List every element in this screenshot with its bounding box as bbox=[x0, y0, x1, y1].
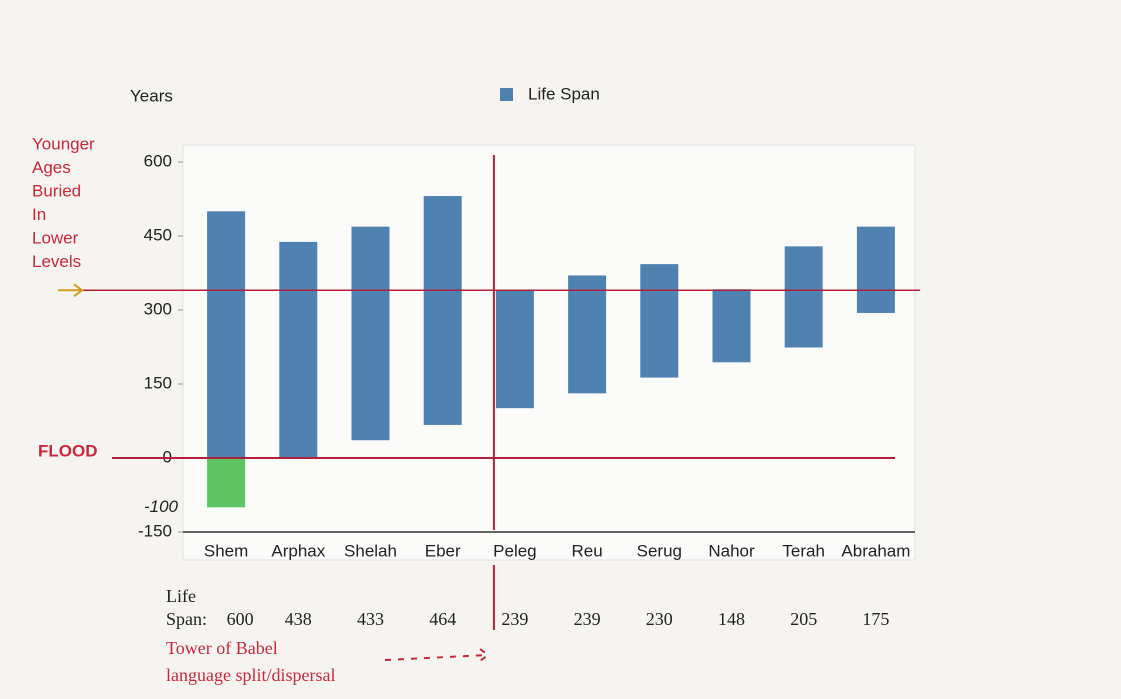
x-tick-label: Terah bbox=[782, 541, 825, 560]
x-tick-label: Reu bbox=[572, 541, 603, 560]
y-axis-title: Years bbox=[130, 86, 173, 105]
lifespan-label: 239 bbox=[501, 609, 528, 629]
bar bbox=[495, 290, 534, 409]
note-line: Lower bbox=[32, 228, 79, 247]
tower-note: language split/dispersal bbox=[166, 665, 335, 685]
y-tick-label: -100 bbox=[144, 497, 179, 516]
y-tick-label: 0 bbox=[163, 447, 172, 466]
arrow bbox=[58, 283, 84, 298]
x-tick-label: Nahor bbox=[708, 541, 755, 560]
bar bbox=[640, 264, 679, 378]
x-tick-label: Eber bbox=[425, 541, 461, 560]
lifespan-label: 438 bbox=[285, 609, 312, 629]
lifespan-label: 464 bbox=[429, 609, 456, 629]
bar bbox=[207, 211, 246, 458]
bar bbox=[712, 289, 751, 363]
x-tick-label: Shelah bbox=[344, 541, 397, 560]
x-tick-label: Shem bbox=[204, 541, 248, 560]
lifespan-label: 205 bbox=[790, 609, 817, 629]
legend-label: Life Span bbox=[528, 84, 600, 103]
x-tick-label: Serug bbox=[637, 541, 682, 560]
note-line: Buried bbox=[32, 181, 81, 200]
y-tick-label: 150 bbox=[144, 373, 172, 392]
bar bbox=[568, 275, 607, 394]
row-label: Span: bbox=[166, 609, 207, 629]
lifespan-label: 600 bbox=[227, 609, 254, 629]
lifespan-label: 239 bbox=[574, 609, 601, 629]
bar-below-zero bbox=[207, 458, 246, 508]
dashed-arrow bbox=[384, 648, 490, 662]
tower-note: Tower of Babel bbox=[166, 638, 278, 658]
legend-swatch bbox=[500, 88, 513, 101]
note-line: Levels bbox=[32, 252, 81, 271]
x-tick-label: Peleg bbox=[493, 541, 536, 560]
y-tick-label: -150 bbox=[138, 521, 172, 540]
lifespan-label: 230 bbox=[646, 609, 673, 629]
lifespan-label: 148 bbox=[718, 609, 745, 629]
bar bbox=[279, 241, 318, 458]
note-line: Younger bbox=[32, 134, 95, 153]
note-line: Ages bbox=[32, 158, 71, 177]
lifespan-label: 433 bbox=[357, 609, 384, 629]
x-tick-label: Abraham bbox=[841, 541, 910, 560]
y-tick-label: 600 bbox=[144, 151, 172, 170]
lifespan-label: 175 bbox=[862, 609, 889, 629]
bar bbox=[351, 226, 390, 441]
y-tick-label: 300 bbox=[144, 299, 172, 318]
bar bbox=[784, 246, 823, 348]
note-line: In bbox=[32, 205, 46, 224]
bar bbox=[423, 196, 462, 425]
x-tick-label: Arphax bbox=[271, 541, 325, 560]
bar bbox=[856, 226, 895, 313]
y-tick-label: 450 bbox=[144, 225, 172, 244]
row-label: Life bbox=[166, 586, 196, 606]
flood-label: FLOOD bbox=[38, 441, 98, 460]
